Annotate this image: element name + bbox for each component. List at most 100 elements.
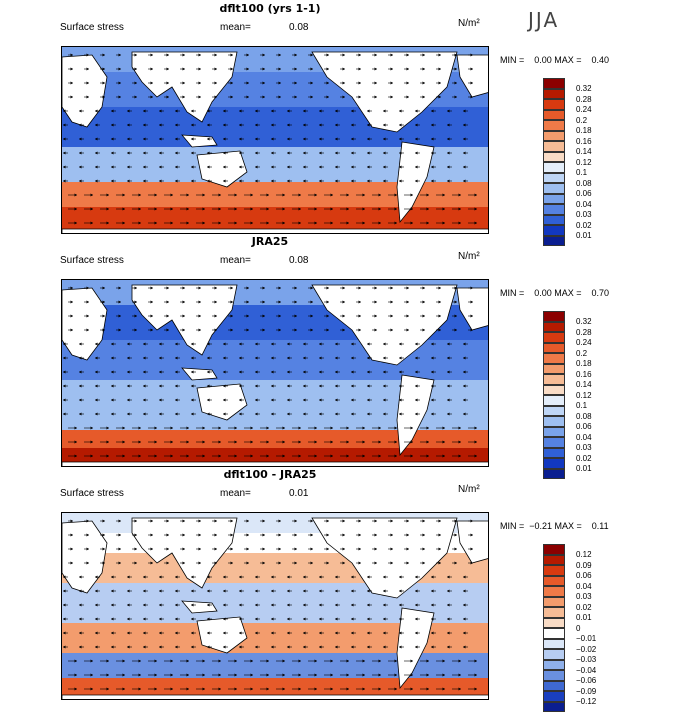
colorbar-swatch bbox=[543, 660, 565, 671]
units-label: N/m² bbox=[458, 484, 480, 495]
colorbar-tick-label: 0.02 bbox=[576, 603, 592, 612]
colorbar-tick-label: −0.01 bbox=[576, 634, 596, 643]
colorbar-tick-label: 0.08 bbox=[576, 179, 592, 188]
stress-band bbox=[62, 653, 489, 678]
field-label: Surface stress bbox=[60, 488, 124, 499]
colorbar-swatch bbox=[543, 416, 565, 427]
colorbar-swatch bbox=[543, 702, 565, 712]
map-canvas bbox=[62, 513, 489, 700]
colorbar-tick-label: 0.04 bbox=[576, 582, 592, 591]
colorbar bbox=[543, 311, 565, 479]
mean-value: 0.08 bbox=[289, 255, 308, 266]
colorbar-tick-label: 0.06 bbox=[576, 189, 592, 198]
colorbar-swatch bbox=[543, 681, 565, 692]
colorbar-tick-label: 0.01 bbox=[576, 613, 592, 622]
colorbar-swatch bbox=[543, 162, 565, 173]
colorbar-tick-label: 0 bbox=[576, 624, 580, 633]
colorbar-swatch bbox=[543, 215, 565, 226]
mean-value: 0.01 bbox=[289, 488, 308, 499]
colorbar-tick-label: 0.04 bbox=[576, 433, 592, 442]
panel-reanalysis: JRA25 Surface stress mean= 0.08 N/m² MIN… bbox=[0, 233, 700, 466]
colorbar-tick-label: 0.14 bbox=[576, 380, 592, 389]
colorbar-tick-label: 0.2 bbox=[576, 349, 587, 358]
colorbar-tick-label: 0.09 bbox=[576, 561, 592, 570]
colorbar-swatch bbox=[543, 649, 565, 660]
colorbar-swatch bbox=[543, 353, 565, 364]
colorbar-tick-label: 0.03 bbox=[576, 592, 592, 601]
mean-label: mean= bbox=[220, 255, 251, 266]
colorbar-swatch bbox=[543, 99, 565, 110]
colorbar-swatch bbox=[543, 322, 565, 333]
colorbar-swatch bbox=[543, 670, 565, 681]
colorbar bbox=[543, 78, 565, 246]
colorbar-tick-label: 0.28 bbox=[576, 95, 592, 104]
colorbar-swatch bbox=[543, 437, 565, 448]
colorbar-tick-label: 0.02 bbox=[576, 454, 592, 463]
colorbar-tick-label: 0.18 bbox=[576, 359, 592, 368]
colorbar-tick-label: 0.18 bbox=[576, 126, 592, 135]
mean-value: 0.08 bbox=[289, 22, 308, 33]
stress-map bbox=[61, 279, 489, 467]
colorbar-tick-label: 0.04 bbox=[576, 200, 592, 209]
mean-label: mean= bbox=[220, 22, 251, 33]
colorbar-swatch bbox=[543, 173, 565, 184]
colorbar-tick-label: 0.12 bbox=[576, 158, 592, 167]
colorbar-swatch bbox=[543, 385, 565, 396]
colorbar-swatch bbox=[543, 343, 565, 354]
map-canvas bbox=[62, 280, 489, 467]
colorbar-tick-label: 0.1 bbox=[576, 168, 587, 177]
colorbar-tick-label: 0.03 bbox=[576, 210, 592, 219]
colorbar-swatch bbox=[543, 565, 565, 576]
colorbar-tick-label: 0.32 bbox=[576, 84, 592, 93]
colorbar-tick-label: 0.08 bbox=[576, 412, 592, 421]
min-max-readout: MIN = 0.00 MAX = 0.40 bbox=[500, 55, 609, 65]
stress-map bbox=[61, 46, 489, 234]
colorbar-swatch bbox=[543, 110, 565, 121]
colorbar-swatch bbox=[543, 78, 565, 89]
stress-band bbox=[62, 182, 489, 207]
colorbar-swatch bbox=[543, 544, 565, 555]
colorbar-tick-label: 0.1 bbox=[576, 401, 587, 410]
colorbar-tick-label: 0.06 bbox=[576, 422, 592, 431]
colorbar-swatch bbox=[543, 120, 565, 131]
panel-difference: dflt100 - JRA25 Surface stress mean= 0.0… bbox=[0, 466, 700, 699]
colorbar-tick-label: 0.2 bbox=[576, 116, 587, 125]
panel-title: dflt100 - JRA25 bbox=[200, 468, 340, 481]
colorbar-swatch bbox=[543, 204, 565, 215]
field-label: Surface stress bbox=[60, 255, 124, 266]
colorbar-swatch bbox=[543, 448, 565, 459]
colorbar-swatch bbox=[543, 395, 565, 406]
colorbar-tick-label: 0.12 bbox=[576, 391, 592, 400]
colorbar-swatch bbox=[543, 555, 565, 566]
colorbar-swatch bbox=[543, 311, 565, 322]
colorbar-swatch bbox=[543, 628, 565, 639]
colorbar-swatch bbox=[543, 586, 565, 597]
colorbar-swatch bbox=[543, 607, 565, 618]
field-label: Surface stress bbox=[60, 22, 124, 33]
colorbar-swatch bbox=[543, 576, 565, 587]
mean-label: mean= bbox=[220, 488, 251, 499]
min-max-readout: MIN = −0.21 MAX = 0.11 bbox=[500, 521, 609, 531]
colorbar-swatch bbox=[543, 374, 565, 385]
colorbar-swatch bbox=[543, 332, 565, 343]
colorbar-tick-label: 0.24 bbox=[576, 338, 592, 347]
colorbar-tick-label: 0.16 bbox=[576, 370, 592, 379]
colorbar-swatch bbox=[543, 89, 565, 100]
colorbar-swatch bbox=[543, 141, 565, 152]
colorbar-tick-label: 0.14 bbox=[576, 147, 592, 156]
colorbar-swatch bbox=[543, 364, 565, 375]
panel-title: dflt100 (yrs 1-1) bbox=[200, 2, 340, 15]
colorbar-swatch bbox=[543, 406, 565, 417]
units-label: N/m² bbox=[458, 18, 480, 29]
colorbar-tick-label: 0.32 bbox=[576, 317, 592, 326]
stress-map bbox=[61, 512, 489, 700]
colorbar-tick-label: 0.02 bbox=[576, 221, 592, 230]
colorbar-swatch bbox=[543, 427, 565, 438]
stress-band bbox=[62, 340, 489, 380]
colorbar-swatch bbox=[543, 183, 565, 194]
land-antarctica bbox=[62, 695, 489, 700]
panel-model: dflt100 (yrs 1-1) Surface stress mean= 0… bbox=[0, 0, 700, 233]
colorbar-tick-label: 0.12 bbox=[576, 550, 592, 559]
units-label: N/m² bbox=[458, 251, 480, 262]
colorbar-tick-label: −0.02 bbox=[576, 645, 596, 654]
